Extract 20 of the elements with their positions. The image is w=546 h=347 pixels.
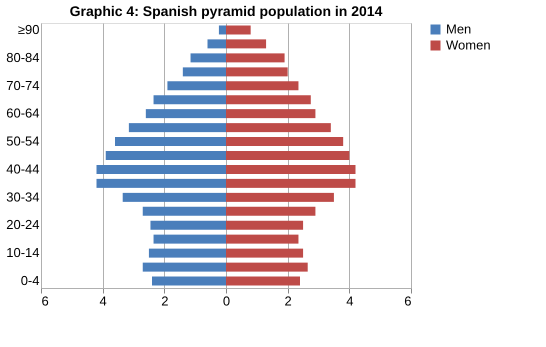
- x-tick-label: 4: [346, 294, 354, 308]
- y-tick-label: 70-74: [6, 78, 40, 93]
- y-tick-label: 50-54: [6, 134, 40, 149]
- y-tick-label: ≥90: [18, 22, 40, 37]
- y-tick-label: 10-14: [6, 245, 40, 260]
- chart-title: Graphic 4: Spanish pyramid population in 2014: [70, 3, 383, 19]
- y-tick-label: 30-34: [6, 189, 40, 204]
- y-tick-label: 20-24: [6, 217, 40, 232]
- y-tick-label: 60-64: [6, 106, 40, 121]
- x-tick-label: 2: [161, 294, 168, 308]
- x-tick-label: 6: [404, 294, 412, 308]
- y-tick-label: 80-84: [6, 50, 40, 65]
- x-tick-label: 2: [284, 294, 292, 308]
- legend-label: Men: [446, 22, 472, 36]
- x-tick-label: 4: [100, 294, 107, 308]
- x-tick-label: 0: [222, 294, 230, 308]
- y-tick-label: 40-44: [6, 161, 40, 176]
- legend-label: Women: [446, 38, 491, 52]
- x-tick-label: 6: [42, 294, 49, 308]
- y-tick-label: 0-4: [20, 273, 40, 288]
